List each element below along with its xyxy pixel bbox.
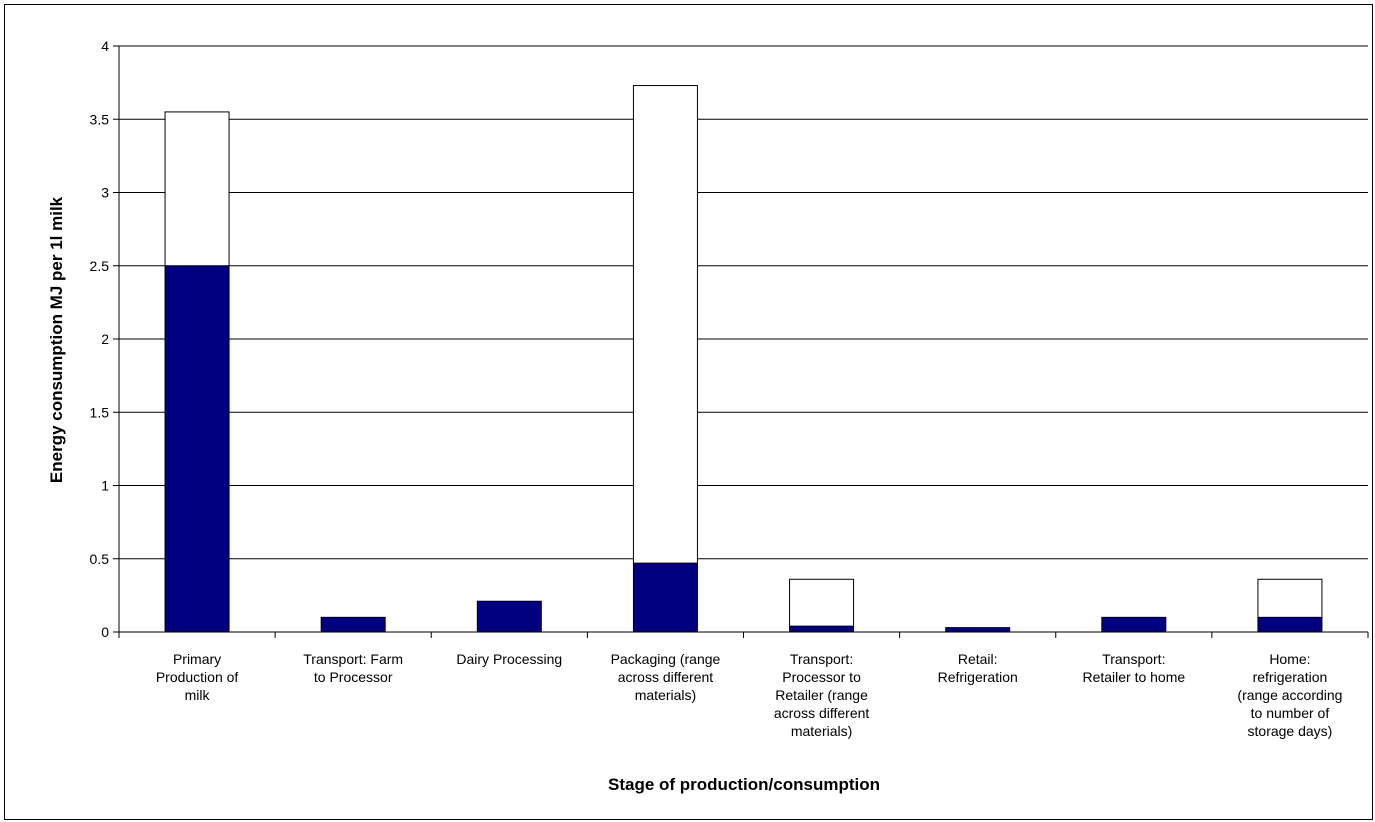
bar-base	[476, 600, 542, 633]
bar-base	[945, 627, 1011, 633]
gridlines	[119, 45, 1368, 560]
bars	[164, 85, 1323, 633]
bar-base	[1257, 616, 1323, 633]
x-category-label: Primary Production of milk	[156, 651, 239, 703]
x-axis-title: Stage of production/consumption	[608, 775, 880, 794]
bar-base	[1101, 616, 1167, 633]
x-category-labels: Primary Production of milk Transport: Farm t…	[156, 651, 1343, 739]
y-axis-title: Energy consumption MJ per 1l milk	[47, 196, 66, 483]
y-tick-label: 3.5	[90, 111, 110, 127]
y-tick-label: 2.5	[90, 258, 110, 274]
y-tick-labels: 0 0.5 1 1.5 2 2.5 3 3.5 4	[90, 38, 110, 640]
bar-range	[164, 111, 230, 267]
bar-range	[789, 578, 855, 627]
y-tick-label: 4	[101, 38, 109, 54]
x-category-label: Packaging (range across different material…	[611, 651, 721, 703]
bar-base	[164, 265, 230, 633]
x-category-label: Transport: Processor to Retailer (range acr…	[774, 651, 870, 739]
axes	[113, 45, 1369, 638]
bar-range	[1257, 578, 1323, 618]
y-tick-label: 0	[101, 624, 109, 640]
x-category-label: Retail: Refrigeration	[938, 651, 1018, 685]
bar-range	[632, 85, 698, 564]
bar-base	[320, 616, 386, 633]
y-tick-label: 1	[101, 478, 109, 494]
y-tick-label: 3	[101, 185, 109, 201]
y-tick-label: 0.5	[90, 551, 110, 567]
x-category-label: Transport: Retailer to home	[1082, 651, 1185, 685]
x-category-label: Dairy Processing	[456, 651, 562, 667]
bar-base	[632, 562, 698, 633]
x-category-label: Home: refrigeration (range according to num…	[1237, 651, 1342, 739]
y-tick-label: 1.5	[90, 404, 110, 420]
bar-base	[789, 625, 855, 633]
y-tick-label: 2	[101, 331, 109, 347]
x-category-label: Transport: Farm to Processor	[303, 651, 403, 685]
